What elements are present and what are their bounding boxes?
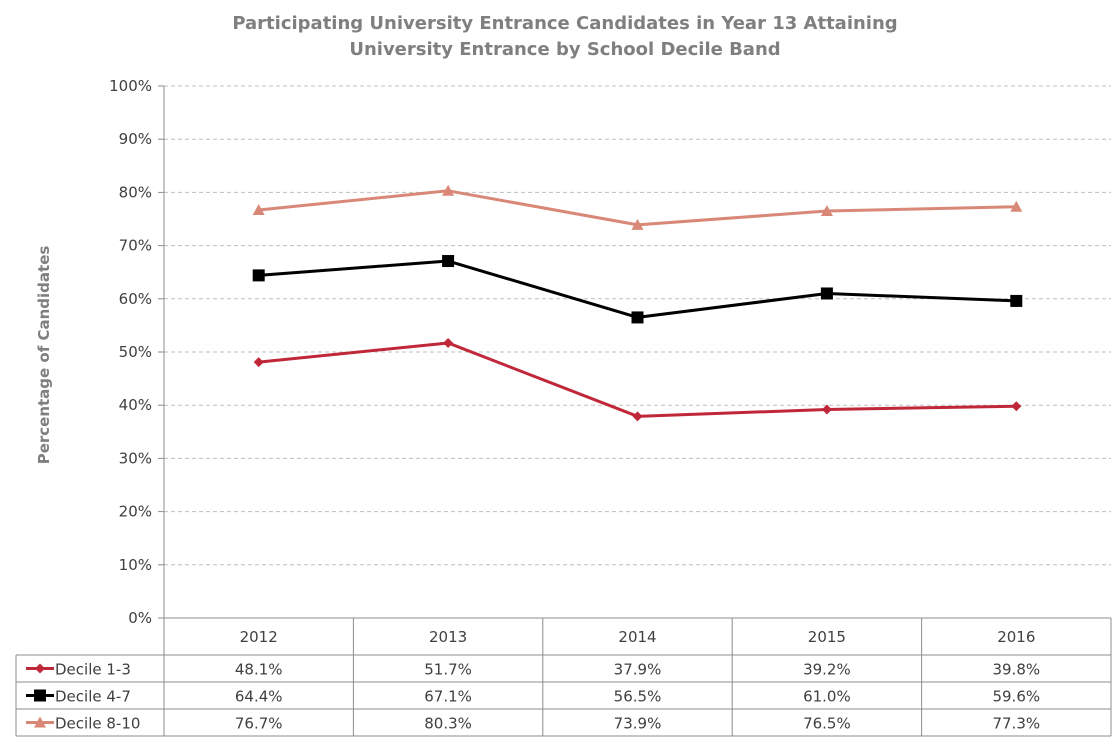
x-tick-label: 2013: [429, 628, 467, 646]
data-point: [443, 337, 454, 348]
data-label: 67.1%: [424, 688, 472, 706]
data-label: 37.9%: [614, 661, 662, 679]
data-point: [442, 184, 455, 196]
x-tick-label: 2016: [997, 628, 1035, 646]
data-label: 61.0%: [803, 688, 851, 706]
data-point: [252, 203, 265, 215]
y-tick-label: 20%: [119, 503, 152, 521]
data-label: 59.6%: [992, 688, 1040, 706]
y-tick-label: 70%: [119, 237, 152, 255]
data-label: 56.5%: [614, 688, 662, 706]
data-point: [253, 357, 264, 368]
data-label: 77.3%: [992, 715, 1040, 733]
x-tick-label: 2015: [808, 628, 846, 646]
series-decile-4-7: [252, 255, 1023, 324]
data-point: [1011, 401, 1022, 412]
legend-label: Decile 4-7: [55, 688, 131, 706]
series-decile-1-3: [253, 337, 1022, 422]
y-tick-label: 50%: [119, 343, 152, 361]
x-tick-label: 2014: [618, 628, 656, 646]
data-point: [631, 218, 644, 230]
legend-label: Decile 1-3: [55, 661, 131, 679]
legend-marker: [35, 663, 45, 674]
chart-title-line-1: Participating University Entrance Candid…: [232, 13, 897, 34]
y-tick-label: 40%: [119, 396, 152, 414]
data-label: 64.4%: [235, 688, 283, 706]
series-layer: [252, 184, 1023, 422]
series-decile-8-10: [252, 184, 1023, 230]
y-tick-label: 10%: [119, 556, 152, 574]
data-point: [820, 205, 833, 217]
gridlines: [164, 85, 1111, 566]
data-point: [821, 404, 832, 415]
data-label: 73.9%: [614, 715, 662, 733]
y-tick-label: 0%: [128, 609, 152, 627]
data-point: [252, 269, 265, 282]
data-point: [631, 311, 644, 324]
x-tick-label: 2012: [240, 628, 278, 646]
y-tick-label: 80%: [119, 183, 152, 201]
data-label: 76.7%: [235, 715, 283, 733]
data-label: 51.7%: [424, 661, 472, 679]
data-label: 80.3%: [424, 715, 472, 733]
data-label: 48.1%: [235, 661, 283, 679]
legend-marker: [34, 689, 46, 702]
data-point: [820, 287, 833, 300]
legend-label: Decile 8-10: [55, 715, 140, 733]
legend-marker: [34, 716, 46, 728]
chart-title-line-2: University Entrance by School Decile Ban…: [349, 39, 780, 60]
data-table: 2012 2013 2014 2015 2016 Decile 1-3 48.1% 51.7%…: [15, 617, 1112, 737]
y-tick-label: 90%: [119, 130, 152, 148]
data-label: 39.2%: [803, 661, 851, 679]
data-point: [442, 255, 455, 268]
data-point: [1010, 200, 1023, 212]
data-point: [1010, 294, 1023, 307]
data-label: 76.5%: [803, 715, 851, 733]
axes: 0% 10% 20% 30% 40% 50% 60% 70% 80% 90% 100%: [109, 77, 165, 627]
series-line: [258, 259, 1017, 319]
data-point: [632, 411, 643, 422]
y-tick-label: 60%: [119, 290, 152, 308]
y-tick-label: 100%: [109, 77, 152, 95]
y-tick-label: 30%: [119, 449, 152, 467]
data-label: 39.8%: [992, 661, 1040, 679]
y-axis-label: Percentage of Candidates: [35, 246, 53, 465]
